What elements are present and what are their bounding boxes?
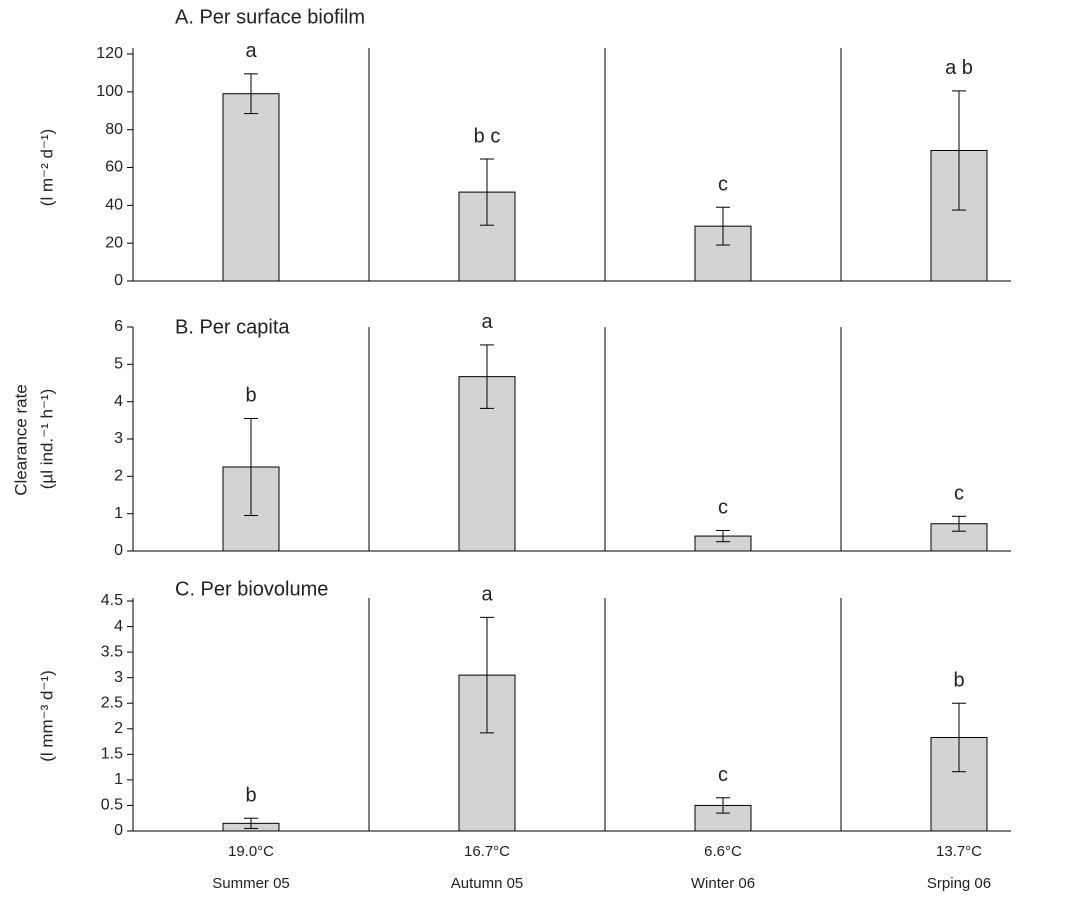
x-tick-label: Summer 05 (212, 875, 290, 892)
y-axis-label: (l mm⁻³ d⁻¹) (37, 670, 56, 762)
y-tick-label: 0 (114, 542, 123, 559)
significance-letter: b (245, 385, 256, 407)
bar (222, 93, 280, 282)
y-tick-label: 80 (105, 121, 123, 138)
y-tick-label: 4 (114, 393, 123, 410)
x-tick-label: Autumn 05 (451, 875, 524, 892)
y-tick-label: 3 (114, 430, 123, 447)
x-tick-label: 16.7°C (464, 843, 510, 860)
significance-letter: a (481, 311, 493, 333)
y-tick-label: 0.5 (101, 797, 123, 814)
x-tick-label: 19.0°C (228, 843, 274, 860)
x-tick-label: 13.7°C (936, 843, 982, 860)
significance-letter: c (718, 174, 728, 196)
significance-letter: a b (945, 57, 973, 79)
y-tick-label: 3 (114, 669, 123, 686)
panel-title: B. Per capita (175, 316, 290, 338)
y-tick-label: 40 (105, 197, 123, 214)
y-tick-label: 2.5 (101, 694, 123, 711)
x-tick-label: Winter 06 (691, 875, 755, 892)
y-tick-label: 5 (114, 356, 123, 373)
y-tick-label: 4 (114, 618, 123, 635)
shared-y-label: Clearance rate (11, 384, 30, 496)
y-tick-label: 0 (114, 272, 123, 289)
y-tick-label: 1 (114, 505, 123, 522)
significance-letter: b c (474, 125, 501, 147)
y-tick-label: 6 (114, 318, 123, 335)
y-tick-label: 4.5 (101, 592, 123, 609)
y-tick-label: 100 (96, 83, 123, 100)
y-tick-label: 60 (105, 159, 123, 176)
significance-letter: c (954, 483, 964, 505)
y-tick-label: 1 (114, 771, 123, 788)
significance-letter: b (245, 785, 256, 807)
y-tick-label: 2 (114, 468, 123, 485)
y-tick-label: 1.5 (101, 746, 123, 763)
y-tick-label: 120 (96, 45, 123, 62)
panel-title: A. Per surface biofilm (175, 6, 365, 28)
significance-letter: c (718, 497, 728, 519)
y-tick-label: 20 (105, 234, 123, 251)
significance-letter: a (481, 584, 493, 606)
x-tick-label: Srping 06 (927, 875, 991, 892)
y-tick-label: 3.5 (101, 643, 123, 660)
y-axis-label: (l m⁻² d⁻¹) (37, 129, 56, 206)
y-tick-label: 2 (114, 720, 123, 737)
significance-letter: a (245, 40, 257, 62)
panel-title: C. Per biovolume (175, 578, 328, 600)
y-tick-label: 0 (114, 822, 123, 839)
x-tick-label: 6.6°C (704, 843, 742, 860)
significance-letter: b (953, 670, 964, 692)
significance-letter: c (718, 764, 728, 786)
y-axis-label: (µl ind.⁻¹ h⁻¹) (37, 389, 56, 489)
